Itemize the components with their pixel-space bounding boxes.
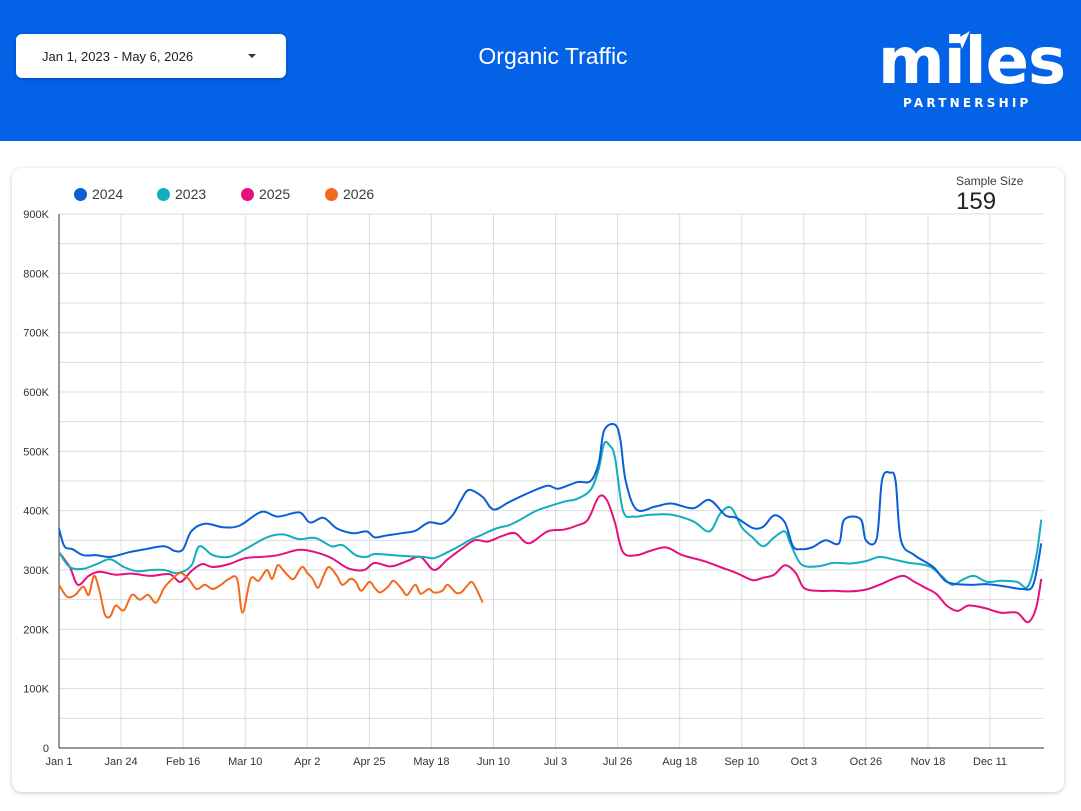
x-tick-label: Jul 3 — [544, 756, 567, 768]
x-tick-label: Oct 26 — [850, 756, 882, 768]
x-tick-label: Oct 3 — [791, 756, 817, 768]
logo-word: miles — [878, 25, 1066, 99]
legend-label: 2024 — [92, 186, 124, 202]
logo-arrow-icon — [950, 31, 970, 49]
x-tick-label: Mar 10 — [228, 756, 262, 768]
x-tick-label: Apr 25 — [353, 756, 385, 768]
legend-dot-icon — [157, 187, 170, 201]
date-range-label: Jan 1, 2023 - May 6, 2026 — [42, 49, 194, 64]
x-tick-label: Feb 16 — [166, 756, 200, 768]
x-tick-label: Jul 26 — [603, 756, 632, 768]
x-tick-label: Aug 18 — [662, 756, 697, 768]
legend-dot-icon — [241, 187, 254, 201]
dropdown-caret-icon — [248, 54, 256, 58]
y-tick-label: 400K — [23, 506, 49, 518]
legend-dot-icon — [325, 187, 338, 201]
legend-item-2026[interactable]: 2026 — [325, 186, 374, 202]
x-tick-label: May 18 — [413, 756, 449, 768]
x-tick-label: Nov 18 — [911, 756, 946, 768]
series-line-2024 — [58, 423, 1043, 591]
y-tick-label: 200K — [23, 624, 49, 636]
y-tick-label: 300K — [23, 565, 49, 577]
sample-size-value: 159 — [956, 188, 997, 215]
chart-card: Jan 1 Jan 24 Feb 16 Mar 10 Apr 2 Apr 25 May 18… — [12, 168, 1064, 792]
header-bar: Jan 1, 2023 - May 6, 2026 Organic Traffi… — [0, 0, 1081, 141]
x-tick-label: Sep 10 — [724, 756, 759, 768]
legend-label: 2026 — [343, 186, 375, 202]
y-tick-label: 700K — [23, 328, 49, 340]
date-range-picker[interactable]: Jan 1, 2023 - May 6, 2026 — [16, 34, 286, 78]
legend-item-2025[interactable]: 2025 — [241, 186, 290, 202]
line-chart: Jan 1 Jan 24 Feb 16 Mar 10 Apr 2 Apr 25 May 18… — [23, 209, 1044, 768]
x-tick-label: Dec 11 — [973, 756, 1007, 768]
x-tick-label: Jan 24 — [105, 756, 138, 768]
legend-item-2024[interactable]: 2024 — [74, 186, 123, 202]
y-tick-label: 0 — [43, 743, 49, 755]
legend-dot-icon — [74, 187, 87, 201]
series-line-2026 — [58, 564, 484, 619]
y-tick-label: 800K — [23, 268, 49, 280]
y-tick-label: 900K — [23, 209, 49, 221]
x-tick-label: Apr 2 — [294, 756, 320, 768]
y-tick-label: 500K — [23, 446, 49, 458]
y-tick-label: 600K — [23, 387, 49, 399]
series-line-2023 — [58, 440, 1043, 589]
series-line-2025 — [58, 494, 1043, 624]
sample-size-label: Sample Size — [956, 174, 1024, 188]
legend-label: 2023 — [175, 186, 207, 202]
legend-item-2023[interactable]: 2023 — [157, 186, 206, 202]
x-tick-label: Jun 10 — [477, 756, 510, 768]
y-tick-label: 100K — [23, 684, 49, 696]
miles-partnership-logo: miles PARTNERSHIP — [876, 26, 1076, 116]
x-tick-label: Jan 1 — [46, 756, 73, 768]
report-title: Organic Traffic — [478, 43, 628, 69]
legend-label: 2025 — [259, 186, 291, 202]
logo-subtitle: PARTNERSHIP — [903, 96, 1032, 110]
